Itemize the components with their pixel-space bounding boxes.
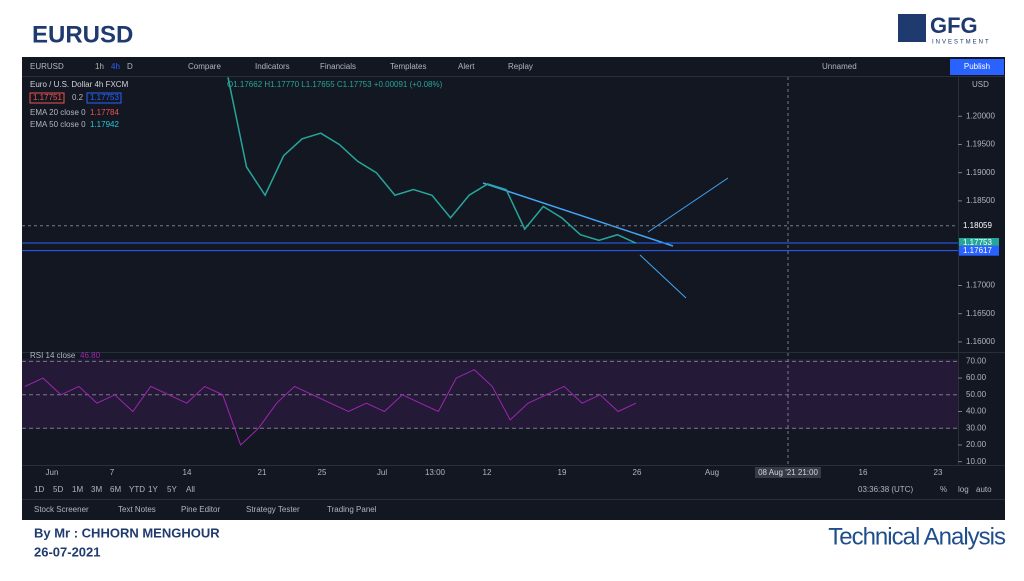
scale-option[interactable]: log	[958, 485, 969, 494]
ema50-value: 1.17942	[90, 120, 119, 129]
y-tick-label: 50.00	[966, 390, 987, 399]
logo-sub: INVESTMENT	[932, 40, 991, 46]
x-tick-label: 7	[110, 468, 115, 477]
range-button[interactable]: 6M	[110, 485, 121, 494]
price-line-series	[227, 77, 637, 244]
x-tick-label: 26	[633, 468, 642, 477]
range-button[interactable]: All	[186, 485, 195, 494]
chart-window	[22, 57, 1005, 520]
bid-box[interactable]	[29, 92, 65, 104]
arrow	[639, 254, 687, 299]
x-tick-label: 13:00	[425, 468, 446, 477]
toolbar-item[interactable]: Compare	[188, 62, 221, 71]
toolbar-item[interactable]: Financials	[320, 62, 356, 71]
ask: 1.17753	[90, 93, 119, 102]
range-button[interactable]: 1M	[72, 485, 83, 494]
y-tick-label: 60.00	[966, 373, 987, 382]
date: 26-07-2021	[34, 544, 101, 559]
tab[interactable]: Pine Editor	[181, 505, 220, 514]
y-tick-label: 30.00	[966, 423, 987, 432]
currency[interactable]: USD	[972, 80, 989, 89]
x-tick-label: 23	[934, 468, 943, 477]
price-label: 1.17617	[963, 246, 992, 255]
toolbar-item[interactable]: Indicators	[255, 62, 290, 71]
publish-button[interactable]	[950, 59, 1004, 75]
arrow	[647, 177, 729, 233]
range-button[interactable]: YTD	[129, 485, 145, 494]
y-tick-label: 1.16000	[966, 337, 995, 346]
tab[interactable]: Stock Screener	[34, 505, 89, 514]
y-tick-label: 10.00	[966, 457, 987, 466]
x-tick-label: Jul	[377, 468, 387, 477]
symbol: EURUSD	[30, 62, 64, 71]
ohlc: O1.17662 H1.17770 L1.17655 C1.17753 +0.0…	[227, 80, 443, 89]
x-tick-label: Jun	[46, 468, 59, 477]
clock: 03:36:38 (UTC)	[858, 485, 913, 494]
trendline	[482, 182, 674, 247]
range-button[interactable]: 3M	[91, 485, 102, 494]
range-button[interactable]: 5D	[53, 485, 63, 494]
x-tick-label: 21	[258, 468, 267, 477]
toolbar-item[interactable]: Replay	[508, 62, 533, 71]
rsi-label: RSI 14 close	[30, 351, 76, 360]
spread: 0.2	[72, 93, 84, 102]
crosshair-label-box	[755, 467, 821, 478]
tab[interactable]: Strategy Tester	[246, 505, 300, 514]
x-tick-label: 16	[859, 468, 868, 477]
rsi-value: 46.80	[80, 351, 101, 360]
x-tick-label: 12	[483, 468, 492, 477]
tab[interactable]: Trading Panel	[327, 505, 377, 514]
crosshair-label: 08 Aug '21 21:00	[758, 468, 818, 477]
y-tick-label: 20.00	[966, 440, 987, 449]
x-tick-label: 19	[558, 468, 567, 477]
ema20: EMA 20 close 0	[30, 108, 86, 117]
bid[interactable]: 1.17751	[33, 93, 62, 102]
logo: GFG	[930, 13, 978, 38]
y-tick-label: 1.19500	[966, 140, 995, 149]
interval[interactable]: 4h	[111, 62, 120, 71]
y-tick-label: 40.00	[966, 407, 987, 416]
logo-icon	[898, 14, 926, 42]
rsi-band	[22, 359, 958, 429]
y-tick-label: 70.00	[966, 356, 987, 365]
scale-option[interactable]: auto	[976, 485, 992, 494]
x-tick-label: 14	[183, 468, 192, 477]
author: By Mr : CHHORN MENGHOUR	[34, 525, 220, 540]
slide-title: EURUSD	[32, 21, 133, 48]
scale-option[interactable]: %	[940, 485, 947, 494]
range-button[interactable]: 1D	[34, 485, 44, 494]
instrument: Euro / U.S. Dollar 4h FXCM	[30, 80, 129, 89]
ema20-value: 1.17784	[90, 108, 119, 117]
tab[interactable]: Text Notes	[118, 505, 156, 514]
ask-box[interactable]	[86, 92, 122, 104]
price-label: 1.18059	[963, 221, 992, 230]
price-label-box	[959, 220, 999, 231]
price-label: 1.17753	[963, 238, 992, 247]
y-tick-label: 1.20000	[966, 111, 995, 120]
interval[interactable]: D	[127, 62, 133, 71]
toolbar-item[interactable]: Templates	[390, 62, 426, 71]
toolbar-item[interactable]: Alert	[458, 62, 475, 71]
rsi-line	[24, 369, 637, 446]
price-label-box	[959, 245, 999, 256]
caption: Technical Analysis	[828, 523, 1006, 550]
x-tick-label: Aug	[705, 468, 719, 477]
publish[interactable]: Publish	[964, 62, 990, 71]
y-tick-label: 1.17000	[966, 281, 995, 290]
y-tick-label: 1.18500	[966, 196, 995, 205]
y-tick-label: 1.19000	[966, 168, 995, 177]
x-tick-label: 25	[318, 468, 327, 477]
range-button[interactable]: 5Y	[167, 485, 177, 494]
range-button[interactable]: 1Y	[148, 485, 158, 494]
ema50: EMA 50 close 0	[30, 120, 86, 129]
interval[interactable]: 1h	[95, 62, 104, 71]
layout-name[interactable]: Unnamed	[822, 62, 857, 71]
y-tick-label: 1.16500	[966, 309, 995, 318]
